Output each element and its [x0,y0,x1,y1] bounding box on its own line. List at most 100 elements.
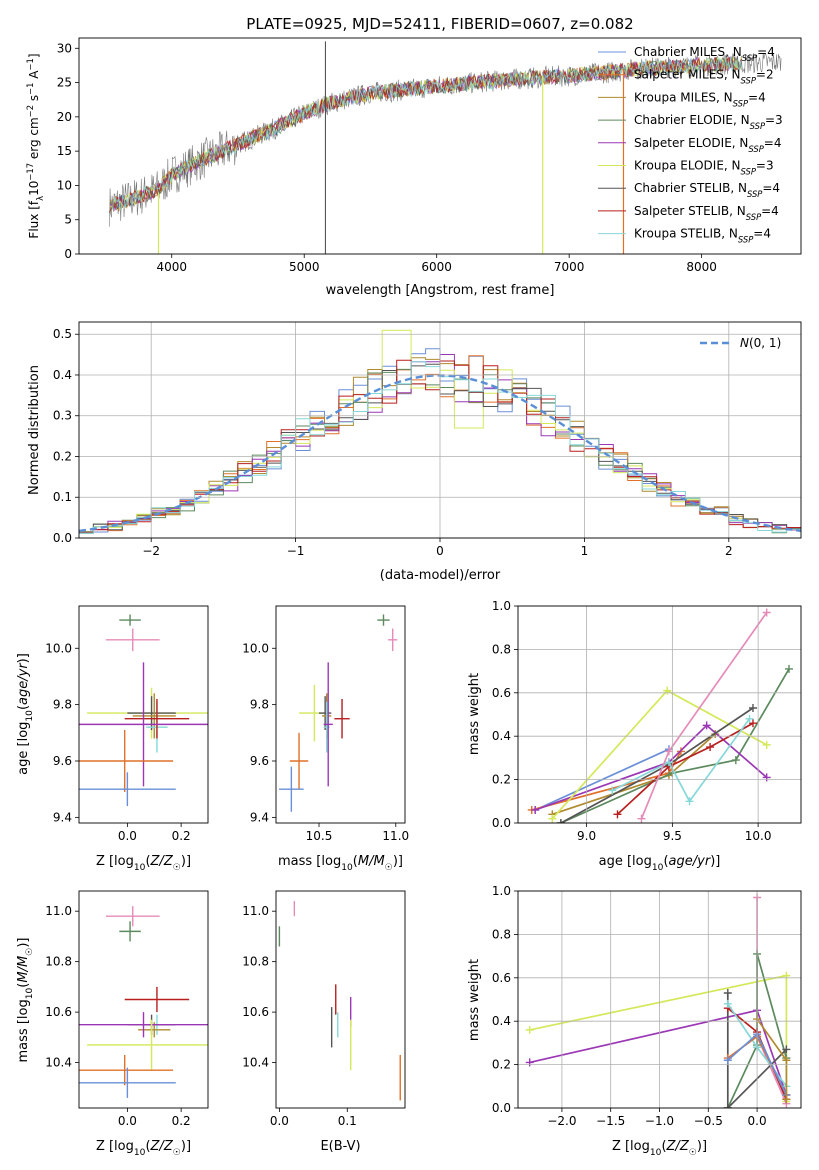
x-axis-label: Z [log10(Z/Z☉)] [96,854,191,873]
weight-marker [608,786,617,795]
legend: Chabrier MILES, NSSP=4 Salpeter MILES, NS… [598,45,783,245]
x-tick-label: 10.0 [745,829,772,843]
weight-line-pink [640,612,768,820]
x-tick-label: 0.2 [172,829,191,843]
weight-marker [782,971,791,980]
panel-mass_vs_Z: 0.0 0.2 10.4 10.6 10.8 11.0 Z [log10(Z/Z☉)] mas… [16,890,209,1158]
y-tick-label: 10.6 [242,1005,269,1019]
y-tick-label: 9.4 [250,810,269,824]
y-axis-label: mass weight [467,959,482,1041]
weight-marker [731,756,740,765]
y-axis-label: Flux [fλ10−17 erg cm−2 s−1 A−1] [25,53,45,238]
y-tick-label: 15 [57,144,72,158]
y-tick-label: 11.0 [242,904,269,918]
weight-marker [637,814,646,823]
x-tick-label: 9.0 [577,829,596,843]
axes-frame [517,890,802,1109]
y-tick-label: 0.0 [492,1101,511,1115]
weight-line-pink [756,897,788,1105]
axes-frame [275,890,406,1109]
y-tick-label: 0.2 [492,1058,511,1072]
axes-frame [78,321,802,539]
y-axis-label: mass [log10(M/M☉)] [16,938,35,1063]
y-tick-label: 30 [57,41,72,55]
y-tick-label: 0.2 [492,773,511,787]
y-tick-label: 10.8 [45,955,72,969]
weight-line-kroupa-stelib [611,718,751,803]
weight-marker [664,758,673,767]
x-tick-label: 1 [581,544,589,558]
y-tick-label: 0.2 [53,449,72,463]
y-tick-label: 10.4 [45,1056,72,1070]
legend-label: N(0, 1) [740,336,781,350]
x-tick-label: 0.0 [270,1114,289,1128]
weight-marker [723,1056,732,1065]
weight-marker [784,664,793,673]
weight-marker [525,1058,534,1067]
weight-marker [525,1025,534,1034]
weight-marker [548,814,557,823]
weight-marker [702,721,711,730]
y-axis-label: age [log10(age/yr)] [16,653,35,775]
weight-line-salpeter-elodie [534,724,768,811]
y-tick-label: 10.8 [242,955,269,969]
y-tick-label: 0 [64,247,72,261]
weight-marker [723,999,732,1008]
weight-line-kroupa-elodie [551,689,768,820]
weight-line-chabrier-stelib [560,707,754,823]
y-tick-label: 11.0 [45,904,72,918]
weight-marker [745,714,754,723]
x-tick-label: 10.5 [306,829,333,843]
plot-area [527,608,793,823]
x-tick-label: 6000 [421,260,452,274]
x-tick-label: 2 [725,544,733,558]
plot-area [525,893,791,1108]
weight-marker [723,988,732,997]
weight-marker [723,1104,732,1108]
y-tick-label: 9.6 [250,754,269,768]
panel-weight_vs_age: 9.0 9.5 10.0 0.0 0.2 0.4 0.6 0.8 1.0 age [log10(a… [467,599,802,873]
panel-age_vs_mass: 10.5 11.0 9.4 9.6 9.8 10.0 mass [log10(M/M☉)] [242,605,409,873]
plot-area [79,614,208,807]
axes-frame [517,605,802,824]
y-tick-label: 0.3 [53,409,72,423]
weight-line-kroupa-elodie [529,974,788,1102]
y-tick-label: 0.0 [492,816,511,830]
x-tick-label: 8000 [686,260,717,274]
x-tick-label: 7000 [554,260,585,274]
x-axis-label: mass [log10(M/M☉)] [278,854,403,873]
x-tick-label: 0.0 [748,1114,767,1128]
y-tick-label: 9.8 [53,698,72,712]
x-tick-label: −1.0 [645,1114,674,1128]
x-axis-label: Z [log10(Z/Z☉)] [96,1139,191,1158]
weight-marker [782,1045,791,1054]
x-axis-label: (data-model)/error [380,568,501,583]
y-tick-label: 9.4 [53,810,72,824]
plot-area [79,906,208,1098]
legend-label: Chabrier MILES, NSSP=4 [634,45,775,63]
y-tick-label: 5 [64,213,72,227]
weight-marker [531,805,540,814]
panel-age_vs_Z: 0.0 0.2 9.4 9.6 9.8 10.0 Z [log10(Z/Z☉)] age [l… [16,605,209,873]
plot-area [279,614,398,812]
legend-label: Chabrier ELODIE, NSSP=3 [634,113,783,131]
y-tick-label: 0.8 [492,642,511,656]
x-tick-label: −1.5 [596,1114,625,1128]
y-tick-label: 0.4 [492,729,511,743]
weight-marker [556,819,565,823]
x-axis-label: age [log10(age/yr)] [599,854,721,873]
weight-marker [782,1095,791,1104]
weight-marker [664,747,673,756]
weight-marker [762,608,771,617]
weight-marker [762,740,771,749]
axes-frame [78,890,209,1109]
y-tick-label: 10.0 [45,641,72,655]
legend-label: Chabrier STELIB, NSSP=4 [634,181,780,199]
weight-line-salpeter-elodie [529,1009,788,1096]
model-line-kroupa-elodie [109,56,742,214]
legend-label: Salpeter ELODIE, NSSP=4 [634,136,782,154]
axes-frame [78,37,802,255]
y-tick-label: 10.4 [242,1056,269,1070]
x-tick-label: 9.5 [663,829,682,843]
